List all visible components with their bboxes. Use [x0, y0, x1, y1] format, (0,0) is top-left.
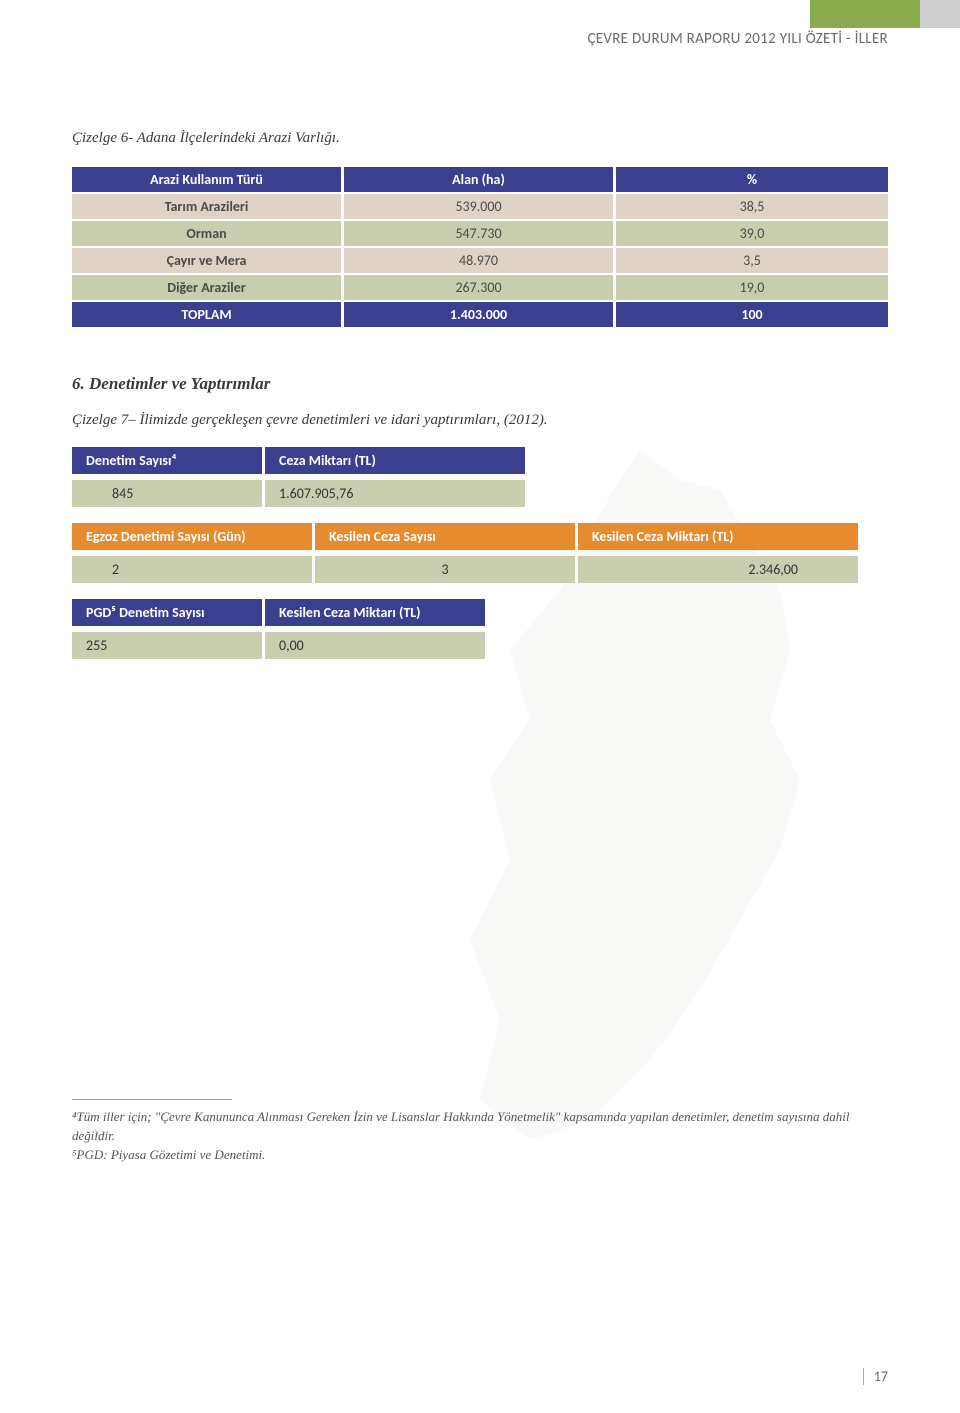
t7a-h0: Denetim Sayısı⁴ — [72, 447, 262, 474]
row-pct: 19,0 — [616, 275, 888, 300]
accent-green — [810, 0, 920, 28]
row-pct: 39,0 — [616, 221, 888, 246]
table6-total-area: 1.403.000 — [344, 302, 616, 327]
table7-caption: Çizelge 7– İlimizde gerçekleşen çevre de… — [72, 412, 888, 429]
row-area: 539.000 — [344, 194, 616, 219]
row-pct: 38,5 — [616, 194, 888, 219]
table-row: Diğer Araziler267.30019,0 — [72, 275, 888, 300]
row-label: Orman — [72, 221, 344, 246]
table6-h1: Alan (ha) — [344, 167, 616, 192]
table6-h0: Arazi Kullanım Türü — [72, 167, 344, 192]
t7c-v1: 0,00 — [265, 632, 485, 659]
row-area: 267.300 — [344, 275, 616, 300]
table6-caption: Çizelge 6- Adana İlçelerindeki Arazi Var… — [72, 130, 888, 147]
t7a-values: 845 1.607.905,76 — [72, 480, 888, 507]
t7c-v0: 255 — [72, 632, 262, 659]
t7b-h1: Kesilen Ceza Sayısı — [315, 523, 575, 550]
t7a-h1: Ceza Miktarı (TL) — [265, 447, 525, 474]
table-row: Tarım Arazileri539.00038,5 — [72, 194, 888, 219]
row-pct: 3,5 — [616, 248, 888, 273]
table-row: Orman547.73039,0 — [72, 221, 888, 246]
t7a-v0: 845 — [72, 480, 262, 507]
row-label: Tarım Arazileri — [72, 194, 344, 219]
t7b-v2: 2.346,00 — [578, 556, 858, 583]
accent-grey — [920, 0, 960, 28]
t7b-h0: Egzoz Denetimi Sayısı (Gün) — [72, 523, 312, 550]
page-number: 17 — [863, 1368, 888, 1385]
table6-h2: % — [616, 167, 888, 192]
t7b-header: Egzoz Denetimi Sayısı (Gün) Kesilen Ceza… — [72, 523, 888, 550]
table6-total-row: TOPLAM 1.403.000 100 — [72, 302, 888, 327]
footnote-4: ⁴Tüm iller için; "Çevre Kanununca Alınma… — [72, 1108, 888, 1146]
t7c-header: PGD⁵ Denetim Sayısı Kesilen Ceza Miktarı… — [72, 599, 888, 626]
top-accent-bar — [810, 0, 960, 28]
table-row: Çayır ve Mera48.9703,5 — [72, 248, 888, 273]
t7a-header: Denetim Sayısı⁴ Ceza Miktarı (TL) — [72, 447, 888, 474]
t7a-v1: 1.607.905,76 — [265, 480, 525, 507]
table6-total-pct: 100 — [616, 302, 888, 327]
table6-total-label: TOPLAM — [72, 302, 344, 327]
t7b-values: 2 3 2.346,00 — [72, 556, 888, 583]
t7c-h0: PGD⁵ Denetim Sayısı — [72, 599, 262, 626]
t7b-h2: Kesilen Ceza Miktarı (TL) — [578, 523, 858, 550]
row-label: Diğer Araziler — [72, 275, 344, 300]
t7b-v0: 2 — [72, 556, 312, 583]
t7c-values: 255 0,00 — [72, 632, 888, 659]
footnote-5: ⁵PGD: Piyasa Gözetimi ve Denetimi. — [72, 1146, 888, 1165]
row-area: 48.970 — [344, 248, 616, 273]
table6-header-row: Arazi Kullanım Türü Alan (ha) % — [72, 167, 888, 192]
page-header-title: ÇEVRE DURUM RAPORU 2012 YILI ÖZETİ - İLL… — [588, 30, 889, 48]
row-area: 547.730 — [344, 221, 616, 246]
t7c-h1: Kesilen Ceza Miktarı (TL) — [265, 599, 485, 626]
table6: Arazi Kullanım Türü Alan (ha) % Tarım Ar… — [72, 165, 888, 329]
footnote-rule — [72, 1099, 232, 1100]
section6-title: 6. Denetimler ve Yaptırımlar — [72, 374, 888, 394]
t7b-v1: 3 — [315, 556, 575, 583]
row-label: Çayır ve Mera — [72, 248, 344, 273]
